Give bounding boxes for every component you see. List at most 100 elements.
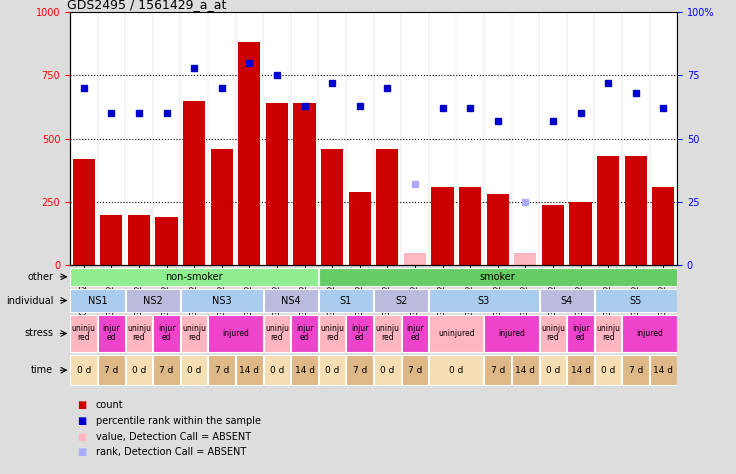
Bar [208,356,235,385]
Text: GDS2495 / 1561429_a_at: GDS2495 / 1561429_a_at [67,0,226,11]
Bar [484,315,539,352]
Text: injur
ed: injur ed [351,325,369,342]
Text: injur
ed: injur ed [158,325,175,342]
Text: count: count [96,400,124,410]
Bar [484,356,511,385]
Bar [459,187,481,265]
Bar [126,289,180,312]
Bar [625,156,647,265]
Bar [374,315,400,352]
Bar [374,356,400,385]
Text: percentile rank within the sample: percentile rank within the sample [96,416,261,426]
Text: uninju
red: uninju red [127,325,151,342]
Text: uninju
red: uninju red [596,325,620,342]
Bar [181,315,208,352]
Bar [347,356,373,385]
Text: non-smoker: non-smoker [166,272,223,282]
Bar [71,289,124,312]
Bar [98,315,124,352]
Text: uninjured: uninjured [438,329,475,338]
Bar [539,289,594,312]
Bar [294,103,316,265]
Bar [71,356,97,385]
Text: 0 d: 0 d [77,366,91,374]
Bar [652,187,674,265]
Text: 14 d: 14 d [570,366,590,374]
Bar [263,315,290,352]
Text: injured: injured [222,329,249,338]
Bar [291,315,318,352]
Text: individual: individual [6,295,53,306]
Text: other: other [27,272,53,282]
Text: 14 d: 14 d [239,366,259,374]
Text: time: time [31,365,53,375]
Bar [266,103,288,265]
Bar [623,356,649,385]
Bar [650,356,676,385]
Text: NS4: NS4 [281,295,300,306]
Bar [263,289,318,312]
Text: injur
ed: injur ed [296,325,314,342]
Bar [155,217,177,265]
Bar [374,289,428,312]
Bar [128,215,150,265]
Bar [181,356,208,385]
Text: uninju
red: uninju red [541,325,565,342]
Bar [321,149,343,265]
Bar [319,356,345,385]
Text: 0 d: 0 d [325,366,339,374]
Text: uninju
red: uninju red [71,325,96,342]
Text: NS3: NS3 [212,295,232,306]
Bar [71,268,318,286]
Bar [71,315,97,352]
Text: 0 d: 0 d [545,366,560,374]
Text: smoker: smoker [480,272,516,282]
Text: uninju
red: uninju red [182,325,206,342]
Text: S5: S5 [629,295,642,306]
Bar [263,356,290,385]
Bar [153,315,180,352]
Bar [73,159,95,265]
Bar [623,315,676,352]
Bar [429,289,539,312]
Bar [404,253,426,265]
Text: stress: stress [24,328,53,338]
Bar [236,356,263,385]
Bar [319,315,345,352]
Text: 7 d: 7 d [159,366,174,374]
Bar [514,253,537,265]
Text: uninju
red: uninju red [375,325,400,342]
Bar [376,149,398,265]
Text: rank, Detection Call = ABSENT: rank, Detection Call = ABSENT [96,447,246,457]
Text: uninju
red: uninju red [265,325,289,342]
Text: 0 d: 0 d [380,366,394,374]
Bar [210,149,233,265]
Bar [539,315,566,352]
Text: injur
ed: injur ed [102,325,120,342]
Text: injured: injured [498,329,525,338]
Bar [567,356,594,385]
Bar [539,356,566,385]
Text: value, Detection Call = ABSENT: value, Detection Call = ABSENT [96,431,251,442]
Bar [183,100,205,265]
Bar [567,315,594,352]
Text: NS2: NS2 [143,295,163,306]
Text: injur
ed: injur ed [572,325,590,342]
Bar [429,315,484,352]
Bar [208,315,263,352]
Text: S2: S2 [395,295,407,306]
Text: S4: S4 [561,295,573,306]
Bar [238,42,261,265]
Text: injur
ed: injur ed [406,325,424,342]
Text: 14 d: 14 d [294,366,314,374]
Text: ■: ■ [77,431,87,442]
Bar [402,356,428,385]
Text: 7 d: 7 d [214,366,229,374]
Text: 7 d: 7 d [104,366,118,374]
Text: ■: ■ [77,416,87,426]
Text: 7 d: 7 d [408,366,422,374]
Text: 7 d: 7 d [490,366,505,374]
Text: NS1: NS1 [88,295,107,306]
Text: S1: S1 [340,295,352,306]
Bar [319,268,676,286]
